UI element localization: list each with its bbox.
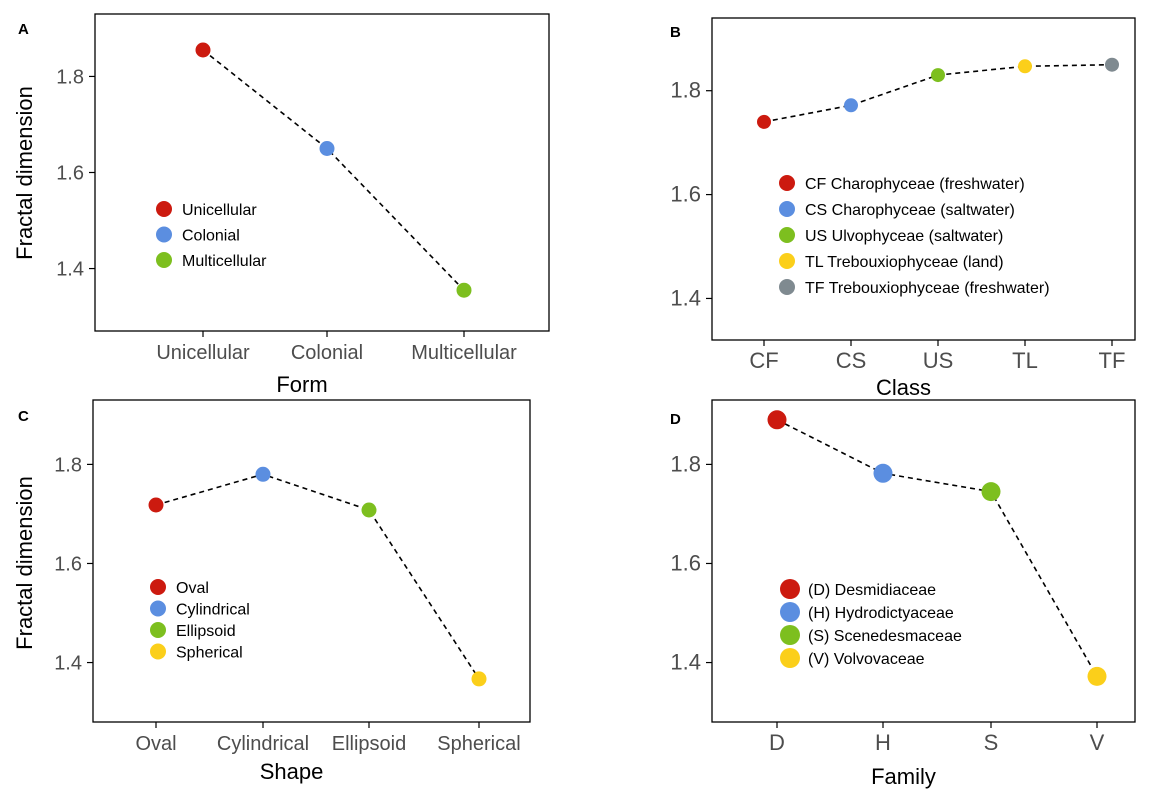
y-tick-label: 1.6: [56, 163, 84, 185]
panel-label: C: [18, 408, 29, 425]
x-tick-label: Oval: [135, 733, 176, 755]
legend-marker: [156, 252, 172, 268]
series-line: [776, 419, 1098, 677]
x-tick-label: Colonial: [291, 342, 363, 364]
data-point-tl: [1018, 59, 1032, 74]
legend-label: Colonial: [182, 228, 240, 245]
legend-label: (V) Volvovaceae: [808, 651, 925, 668]
data-point-unicellular: [195, 42, 211, 58]
y-tick-label: 1.8: [670, 78, 701, 103]
data-point-multicellular: [456, 282, 472, 298]
legend-label: Oval: [176, 580, 209, 597]
legend-label: TF Trebouxiophyceae (freshwater): [805, 280, 1050, 297]
y-tick-label: 1.4: [670, 650, 701, 675]
x-tick-label: TF: [1099, 348, 1126, 373]
legend-label: (D) Desmidiaceae: [808, 582, 936, 599]
legend-marker: [779, 253, 795, 269]
data-point-spherical: [471, 671, 487, 687]
data-point-us: [931, 68, 945, 83]
x-tick-label: CS: [836, 348, 867, 373]
plot-frame: [92, 399, 531, 723]
data-point-cylindrical: [255, 466, 271, 482]
legend-marker: [779, 175, 795, 191]
legend-label: TL Trebouxiophyceae (land): [805, 254, 1004, 271]
legend-marker: [780, 602, 800, 622]
y-tick-label: 1.8: [56, 66, 84, 88]
legend: CF Charophyceae (freshwater) CS Charophyc…: [779, 175, 1050, 297]
x-tick-label: Spherical: [437, 733, 520, 755]
plot-frame: [94, 13, 550, 332]
legend-label: (H) Hydrodictyaceae: [808, 605, 954, 622]
plot-frame: [711, 399, 1136, 723]
data-point-h: [873, 463, 893, 483]
x-axis-title: Form: [276, 372, 327, 397]
legend-marker: [150, 622, 166, 638]
y-tick-label: 1.6: [54, 553, 82, 575]
x-tick-label: TL: [1012, 348, 1038, 373]
data-point-s: [981, 482, 1001, 502]
x-axis-title: Family: [871, 764, 936, 789]
legend-marker: [779, 227, 795, 243]
plot-frame: [711, 17, 1136, 341]
legend-label: Ellipsoid: [176, 623, 236, 640]
data-point-colonial: [319, 141, 335, 156]
data-point-v: [1087, 666, 1107, 686]
y-axis-title: Fractal dimension: [12, 476, 37, 650]
series-line: [202, 49, 465, 291]
x-tick-label: H: [875, 730, 891, 755]
x-tick-label: D: [769, 730, 785, 755]
x-tick-label: S: [984, 730, 999, 755]
legend-marker: [150, 643, 166, 660]
y-axis-title: Fractal dimension: [12, 86, 37, 260]
x-tick-label: V: [1090, 730, 1105, 755]
legend-marker: [150, 579, 166, 595]
x-tick-label: Multicellular: [411, 342, 517, 364]
legend-marker: [780, 625, 800, 645]
y-tick-label: 1.8: [54, 454, 82, 476]
legend-label: Cylindrical: [176, 602, 250, 619]
legend-label: Multicellular: [182, 253, 267, 270]
x-tick-label: Unicellular: [156, 342, 250, 364]
y-tick-label: 1.8: [670, 451, 701, 476]
data-point-tf: [1105, 57, 1119, 72]
legend-marker: [156, 226, 172, 243]
legend-marker: [780, 648, 800, 668]
legend-label: Spherical: [176, 645, 243, 662]
legend-marker: [779, 279, 795, 295]
x-axis-title: Class: [876, 375, 931, 400]
legend-label: US Ulvophyceae (saltwater): [805, 228, 1003, 245]
legend-marker: [150, 600, 166, 617]
panel-label: D: [670, 411, 681, 428]
data-point-d: [767, 410, 787, 430]
data-point-cs: [844, 98, 858, 113]
panel-label: B: [670, 24, 681, 41]
y-tick-label: 1.4: [54, 653, 82, 675]
y-tick-label: 1.4: [670, 285, 701, 310]
x-tick-label: Cylindrical: [217, 733, 309, 755]
panel-label: A: [18, 21, 29, 38]
x-tick-label: CF: [749, 348, 778, 373]
series-line: [155, 473, 480, 680]
legend-label: CS Charophyceae (saltwater): [805, 202, 1015, 219]
legend-label: (S) Scenedesmaceae: [808, 628, 962, 645]
x-axis-title: Shape: [260, 759, 324, 784]
legend: Oval Cylindrical Ellipsoid Spherical: [150, 579, 250, 662]
y-tick-label: 1.6: [670, 182, 701, 207]
legend: (D) Desmidiaceae (H) Hydrodictyaceae (S) S…: [780, 579, 962, 668]
data-point-cf: [757, 114, 771, 129]
data-point-oval: [148, 497, 164, 513]
data-point-ellipsoid: [361, 502, 377, 518]
x-tick-label: US: [923, 348, 954, 373]
legend-label: CF Charophyceae (freshwater): [805, 176, 1025, 193]
legend-marker: [780, 579, 800, 599]
x-tick-label: Ellipsoid: [332, 733, 406, 755]
y-tick-label: 1.6: [670, 550, 701, 575]
legend-marker: [156, 201, 172, 217]
legend-label: Unicellular: [182, 202, 257, 219]
y-tick-label: 1.4: [56, 259, 84, 281]
legend-marker: [779, 201, 795, 217]
legend: Unicellular Colonial Multicellular: [156, 201, 267, 270]
